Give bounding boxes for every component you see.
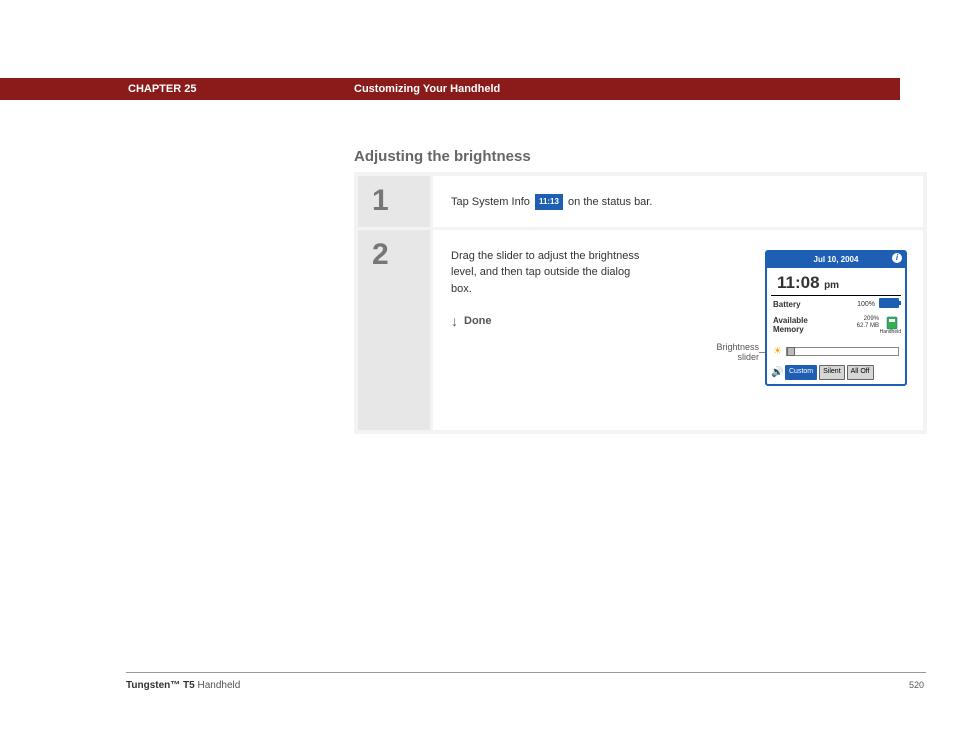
chapter-header-bar: CHAPTER 25 Customizing Your Handheld — [0, 78, 900, 100]
step-body: Tap System Info 11:13 on the status bar. — [433, 176, 923, 227]
handheld-time: 11:08 — [777, 273, 820, 292]
page-number: 520 — [909, 680, 924, 690]
battery-section: Battery 100% — [767, 296, 905, 314]
info-icon[interactable]: i — [892, 253, 902, 263]
memory-card-icon — [885, 316, 899, 330]
chapter-number: CHAPTER 25 — [128, 83, 196, 95]
battery-label: Battery — [773, 300, 801, 309]
step-body: Drag the slider to adjust the brightness… — [433, 230, 923, 430]
memory-caption: Handheld — [880, 329, 901, 337]
speaker-icon: 🔊 — [771, 365, 783, 380]
step-row: 1 Tap System Info 11:13 on the status ba… — [358, 176, 923, 227]
step-number: 2 — [358, 230, 430, 430]
step-text: Tap System Info — [451, 196, 533, 208]
done-arrow-icon: ↓ — [451, 311, 458, 332]
memory-section: Available Memory 209% 62.7 MB Handheld — [767, 314, 905, 340]
footer-rule — [126, 672, 926, 673]
step-text: on the status bar. — [565, 196, 652, 208]
memory-label: Available Memory — [773, 317, 823, 335]
system-info-icon: 11:13 — [535, 194, 563, 210]
callout-label: Brightness slider — [699, 342, 759, 364]
battery-icon — [879, 298, 899, 308]
handheld-ampm: pm — [824, 280, 839, 291]
brightness-slider-thumb[interactable] — [787, 347, 795, 356]
memory-values: 209% 62.7 MB — [857, 316, 879, 329]
footer-product-rest: Handheld — [195, 680, 241, 691]
sound-button-alloff[interactable]: All Off — [847, 365, 874, 380]
step-row: 2 Drag the slider to adjust the brightne… — [358, 230, 923, 430]
handheld-date: Jul 10, 2004 — [814, 255, 859, 264]
sound-row: 🔊 Custom Silent All Off — [767, 363, 905, 384]
brightness-slider[interactable] — [786, 347, 899, 356]
done-label: Done — [464, 313, 492, 330]
brightness-icon: ☀ — [773, 344, 782, 359]
footer-product-name: Tungsten™ T5 — [126, 680, 195, 691]
handheld-titlebar: Jul 10, 2004 i — [767, 252, 905, 268]
sound-button-custom[interactable]: Custom — [785, 365, 817, 380]
step-text: Drag the slider to adjust the brightness… — [451, 248, 651, 298]
battery-percent: 100% — [857, 300, 875, 311]
handheld-screenshot: Jul 10, 2004 i 11:08 pm Battery 100% Ava… — [765, 250, 907, 387]
step-number: 1 — [358, 176, 430, 227]
brightness-slider-row: ☀ — [767, 340, 905, 363]
footer-product: Tungsten™ T5 Handheld — [126, 680, 240, 691]
handheld-time-row: 11:08 pm — [771, 268, 901, 297]
chapter-title: Customizing Your Handheld — [354, 83, 500, 95]
sound-button-silent[interactable]: Silent — [819, 365, 845, 380]
section-heading: Adjusting the brightness — [354, 148, 531, 165]
steps-container: 1 Tap System Info 11:13 on the status ba… — [354, 172, 927, 434]
